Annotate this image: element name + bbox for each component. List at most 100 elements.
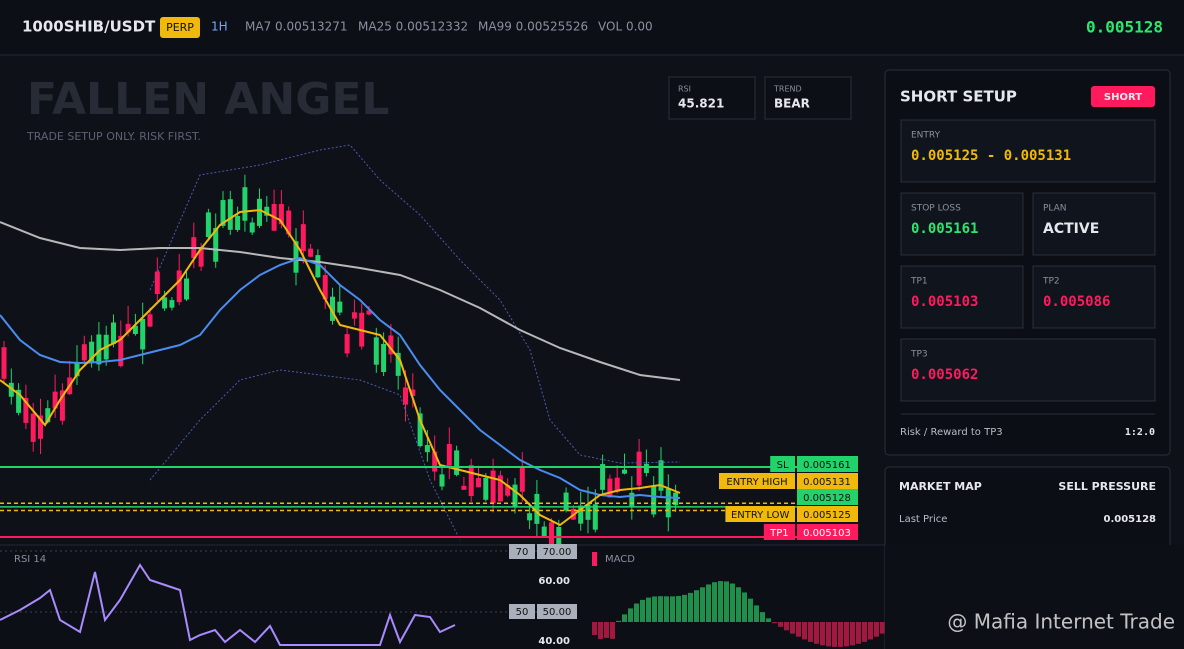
level-value-tag — [797, 489, 858, 505]
candle-body — [351, 312, 357, 319]
macd-bar — [760, 612, 765, 622]
candle-body — [651, 486, 657, 515]
candle-body — [264, 206, 270, 216]
macd-bar — [814, 622, 819, 644]
last-price: 0.005128 — [1086, 18, 1163, 37]
tp3-value: 0.005062 — [911, 367, 978, 383]
candle-body — [549, 522, 554, 556]
chart-title: FALLEN ANGEL — [27, 74, 389, 125]
volume: VOL 0.00 — [598, 20, 653, 34]
rsi-marker — [509, 544, 535, 559]
rsi-marker-level: 70 — [516, 547, 529, 558]
candle-body — [643, 463, 649, 473]
ma25-line — [0, 256, 681, 499]
macd-bar — [700, 587, 705, 622]
candle-body — [541, 526, 547, 537]
macd-bar — [592, 622, 597, 635]
candle-body — [519, 467, 525, 492]
rsi-marker-label: 50.00 — [543, 607, 572, 618]
tp2-value: 0.005086 — [1043, 294, 1110, 310]
macd-bar — [874, 622, 879, 637]
candle-body — [344, 334, 350, 354]
tp1-value: 0.005103 — [911, 294, 978, 310]
candle-body — [81, 344, 87, 361]
badge-text: PERP — [166, 21, 194, 34]
candle-body — [403, 387, 408, 405]
macd-bar — [832, 622, 837, 647]
macd-bar — [772, 622, 777, 624]
candle-body — [169, 300, 175, 308]
candle-body — [563, 492, 569, 511]
candle-body — [38, 415, 43, 439]
candle-body — [468, 465, 474, 496]
market-map-status: SELL PRESSURE — [1058, 480, 1156, 493]
macd-bar — [736, 587, 741, 622]
candle-body — [505, 484, 511, 496]
candle-body — [1, 347, 7, 379]
candle-body — [198, 247, 204, 267]
candle-body — [446, 443, 452, 466]
ma7-line — [0, 208, 681, 527]
level-label-tag — [719, 473, 795, 489]
candle-body — [629, 492, 635, 507]
bollinger-lower — [149, 369, 461, 541]
level-label-tag — [770, 456, 795, 472]
level-label-tag — [725, 506, 795, 522]
candle-body — [373, 337, 379, 365]
macd-bar — [634, 603, 639, 622]
candle-body — [330, 296, 335, 321]
candle-body — [140, 318, 146, 350]
watermark: @ Mafia Internet Trade — [947, 610, 1175, 634]
tp2-card — [1032, 265, 1156, 329]
macd-bar — [742, 592, 747, 622]
candle-body — [52, 391, 58, 409]
rsi-marker-level: 50 — [516, 607, 529, 618]
level-value: 0.005161 — [803, 460, 851, 471]
candle-body — [322, 275, 328, 300]
macd-bar — [802, 622, 807, 640]
candle-body — [600, 464, 606, 490]
rsi-tick: 40.00 — [538, 636, 570, 647]
interval[interactable]: 1H — [211, 20, 228, 34]
candle-body — [154, 271, 160, 295]
candle-body — [96, 334, 102, 365]
level-value: 0.005125 — [803, 510, 851, 521]
macd-bar — [658, 596, 663, 622]
rsi-box-value: 45.821 — [678, 97, 724, 111]
candle-body — [125, 323, 131, 333]
rsi-tick: 60.00 — [538, 576, 570, 587]
tp1-card — [900, 265, 1024, 329]
macd-bar — [616, 620, 621, 622]
macd-bar — [850, 622, 855, 646]
short-badge[interactable] — [1091, 86, 1155, 107]
macd-title: MACD — [605, 554, 635, 565]
candle-body — [607, 478, 613, 498]
candle-body — [74, 361, 80, 377]
tp3-label: TP3 — [910, 350, 928, 360]
macd-bar — [712, 582, 717, 622]
level-value-tag — [797, 524, 858, 540]
candle-body — [388, 335, 394, 355]
candle-body — [147, 314, 153, 327]
rr-label: Risk / Reward to TP3 — [900, 427, 1003, 438]
candle-body — [534, 493, 540, 524]
trend-box — [764, 76, 852, 120]
macd-bar — [610, 622, 615, 639]
bollinger-upper — [149, 144, 681, 464]
macd-bar — [622, 614, 627, 622]
macd-bar — [766, 618, 771, 622]
tp1-label: TP1 — [910, 277, 928, 287]
macd-bar — [748, 598, 753, 622]
macd-bar — [688, 592, 693, 622]
last-price-value: 0.005128 — [1103, 514, 1156, 525]
entry-label: ENTRY — [911, 131, 941, 141]
trend-box-value: BEAR — [774, 97, 810, 111]
indicator-panel — [0, 545, 885, 649]
macd-bar — [838, 622, 843, 647]
candle-body — [59, 390, 65, 421]
candle-body — [476, 477, 481, 488]
plan-label: PLAN — [1043, 204, 1067, 214]
macd-bar — [820, 622, 825, 646]
candle-body — [497, 475, 503, 502]
